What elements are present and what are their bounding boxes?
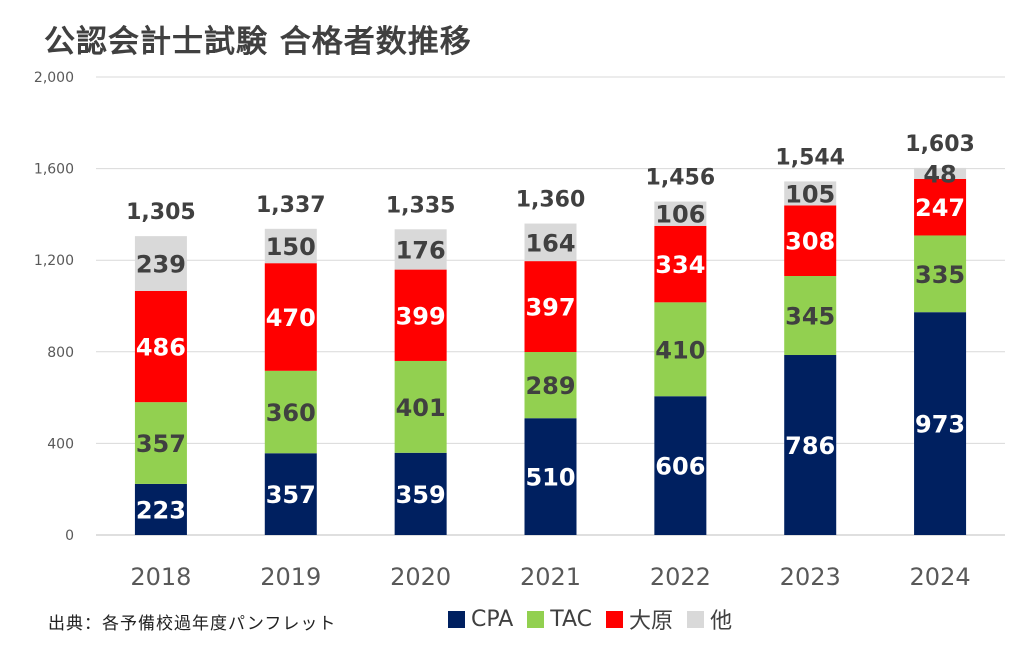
- bar-segment-大原-2022: [654, 225, 707, 303]
- x-tick-label: 2024: [910, 563, 971, 591]
- legend-swatch: [527, 610, 545, 628]
- total-label: 1,337: [256, 193, 326, 218]
- total-label: 1,305: [126, 200, 196, 225]
- data-label: 401: [396, 394, 446, 422]
- legend-label: CPA: [471, 606, 514, 632]
- data-label: 176: [396, 236, 446, 264]
- legend-label: 他: [710, 609, 733, 634]
- data-label: 48: [923, 160, 956, 188]
- legend-swatch: [448, 610, 465, 628]
- data-label: 164: [525, 229, 575, 257]
- legend-swatch: [687, 610, 705, 628]
- bar-segment-CPA-2019: [264, 453, 317, 535]
- data-label: 973: [915, 411, 965, 439]
- data-label: 308: [785, 228, 835, 256]
- bar-segment-他-2021: [524, 223, 577, 262]
- bar-segment-他-2024: [914, 167, 967, 179]
- bar-segment-大原-2019: [264, 263, 317, 371]
- bar-segment-CPA-2020: [394, 452, 447, 535]
- legend-label: 大原: [629, 609, 674, 634]
- bar-segment-CPA-2023: [784, 355, 837, 535]
- legend-swatch: [606, 610, 624, 628]
- y-tick-label: 800: [47, 345, 74, 361]
- bar-segment-TAC-2018: [134, 402, 187, 484]
- bar-segment-CPA-2018: [134, 483, 187, 535]
- data-label: 486: [136, 334, 186, 362]
- bar-segment-他-2018: [134, 236, 187, 291]
- data-label: 510: [525, 464, 575, 492]
- source-note: 出典：各予備校過年度パンフレット: [48, 614, 337, 634]
- bar-segment-他-2022: [654, 201, 707, 226]
- legend-item: 大原: [606, 603, 673, 635]
- total-label: 1,544: [775, 145, 845, 170]
- bar-segment-TAC-2021: [524, 352, 577, 419]
- bar-segment-大原-2023: [784, 205, 837, 277]
- data-label: 410: [655, 336, 705, 364]
- bar-segment-CPA-2022: [654, 396, 707, 535]
- bar-segment-大原-2018: [134, 290, 187, 403]
- bar-segment-TAC-2023: [784, 276, 837, 356]
- x-tick-label: 2019: [260, 563, 321, 591]
- x-tick-label: 2021: [520, 563, 581, 591]
- data-label: 786: [785, 432, 835, 460]
- data-label: 223: [136, 496, 186, 524]
- total-label: 1,360: [516, 188, 586, 213]
- legend-item: CPA: [448, 607, 513, 632]
- data-label: 106: [655, 201, 705, 229]
- x-tick-label: 2020: [390, 563, 451, 591]
- chart-title: 公認会計士試験 合格者数推移: [44, 24, 472, 60]
- bar-segment-TAC-2024: [914, 235, 967, 313]
- y-tick-label: 0: [65, 528, 74, 544]
- data-label: 359: [396, 481, 446, 509]
- stacked-bar-chart: 0 400 800 1,200 1,600 2,000 223 357 486 239 1,305 2…: [34, 70, 1005, 591]
- total-label: 1,456: [646, 166, 716, 191]
- data-label: 357: [136, 430, 186, 458]
- bar-segment-大原-2021: [524, 261, 577, 353]
- data-label: 360: [266, 399, 316, 427]
- data-label: 345: [785, 303, 835, 331]
- bar-segment-CPA-2021: [524, 418, 577, 535]
- bar-segment-大原-2024: [914, 178, 967, 236]
- x-tick-label: 2018: [130, 563, 191, 591]
- total-label: 1,335: [386, 193, 456, 218]
- total-label: 1,603: [905, 132, 975, 157]
- data-label: 289: [525, 372, 575, 400]
- x-tick-label: 2022: [650, 563, 711, 591]
- y-tick-label: 2,000: [34, 70, 74, 86]
- data-label: 334: [655, 251, 705, 279]
- y-tick-label: 400: [47, 436, 74, 452]
- legend: CPA TAC 大原 他: [448, 603, 746, 635]
- bar-segment-TAC-2020: [394, 360, 447, 453]
- bar-segment-他-2019: [264, 228, 317, 264]
- data-label: 335: [915, 261, 965, 289]
- y-tick-label: 1,200: [34, 253, 74, 269]
- bar-segment-他-2023: [784, 181, 837, 206]
- bar-segment-TAC-2019: [264, 370, 317, 454]
- data-label: 399: [396, 302, 446, 330]
- data-label: 397: [525, 294, 575, 322]
- legend-label: TAC: [550, 606, 593, 632]
- bar-segment-TAC-2022: [654, 302, 707, 397]
- data-label: 247: [915, 194, 965, 222]
- bar-segment-大原-2020: [394, 269, 447, 361]
- data-label: 239: [136, 251, 186, 279]
- x-tick-label: 2023: [780, 563, 841, 591]
- legend-item: TAC: [527, 607, 592, 632]
- data-label: 470: [266, 304, 316, 332]
- legend-item: 他: [687, 603, 732, 635]
- bar-segment-CPA-2024: [914, 312, 967, 535]
- data-label: 150: [266, 233, 316, 261]
- data-label: 606: [655, 453, 705, 481]
- data-label: 357: [266, 481, 316, 509]
- bar-segment-他-2020: [394, 229, 447, 270]
- data-label: 105: [785, 180, 835, 208]
- y-tick-label: 1,600: [34, 162, 74, 178]
